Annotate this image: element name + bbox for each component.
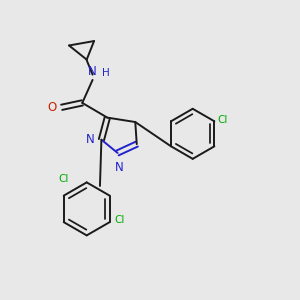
Text: O: O bbox=[48, 101, 57, 114]
Text: N: N bbox=[88, 65, 97, 78]
Text: H: H bbox=[102, 68, 110, 78]
Text: Cl: Cl bbox=[115, 215, 125, 225]
Text: Cl: Cl bbox=[59, 174, 69, 184]
Text: N: N bbox=[115, 161, 124, 174]
Text: N: N bbox=[86, 133, 95, 146]
Text: Cl: Cl bbox=[217, 115, 228, 125]
